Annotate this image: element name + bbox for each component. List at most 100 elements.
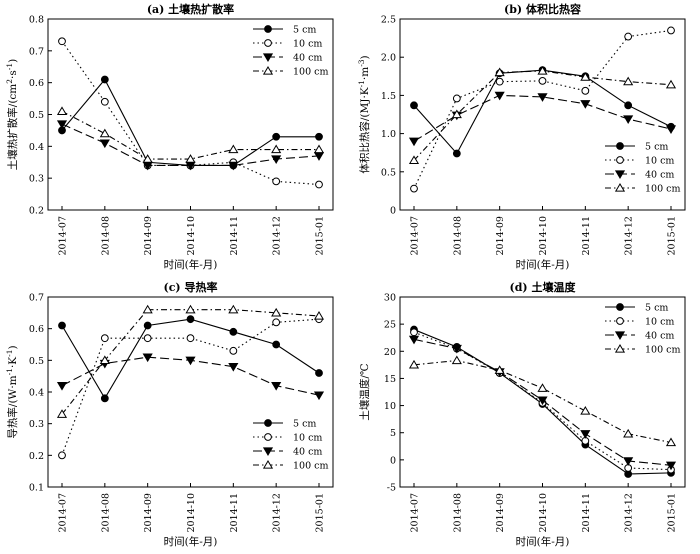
legend-label: 10 cm <box>293 39 322 50</box>
x-tick-label: 2014-10 <box>538 493 549 532</box>
x-tick-label: 2014-07 <box>410 216 421 255</box>
x-axis-label: 时间(年-月) <box>516 258 570 271</box>
x-tick-label: 2015-01 <box>667 493 678 532</box>
y-tick-label: 1.5 <box>381 91 396 102</box>
x-tick-label: 2014-07 <box>410 493 421 532</box>
series-40-cm <box>56 353 325 401</box>
data-point <box>142 304 153 314</box>
legend-label: 40 cm <box>645 331 674 342</box>
y-tick-label: 0.6 <box>29 78 44 89</box>
panel-title: (c) 导热率 <box>164 280 218 294</box>
data-point <box>100 334 109 343</box>
data-point <box>665 437 677 447</box>
data-point <box>272 177 281 186</box>
data-point <box>494 91 505 101</box>
data-point <box>408 137 420 147</box>
panel-title: (d) 土壤温度 <box>510 280 577 294</box>
x-tick-label: 2014-10 <box>538 216 549 255</box>
plot-frame <box>47 296 334 488</box>
legend-marker <box>262 460 274 469</box>
data-point <box>624 101 633 110</box>
panel-3: (c) 导热率 0.1 0.2 0.3 0.4 0.5 0.6 0.7 2014-07 2014-… <box>5 280 334 548</box>
x-tick-label: 2015-01 <box>315 216 326 255</box>
y-tick-label: 0.2 <box>29 206 44 217</box>
legend-label: 10 cm <box>645 156 674 167</box>
legend-label: 10 cm <box>645 317 674 328</box>
y-tick-label: 10 <box>384 401 396 412</box>
data-point <box>623 457 634 466</box>
data-point <box>495 77 504 86</box>
data-point <box>99 355 110 364</box>
data-point <box>452 94 461 103</box>
data-point <box>581 86 590 95</box>
data-point <box>99 128 110 138</box>
legend-label: 100 cm <box>293 461 328 472</box>
x-tick-label: 2014-10 <box>186 216 197 255</box>
y-tick-label: 15 <box>384 374 396 385</box>
series-5-cm <box>58 315 323 403</box>
legend-marker <box>262 53 274 62</box>
data-point <box>229 327 238 336</box>
data-point <box>410 184 418 193</box>
x-tick-label: 2015-01 <box>667 216 678 255</box>
data-point <box>228 161 239 171</box>
data-point <box>665 125 677 134</box>
data-point <box>451 109 462 119</box>
legend-marker <box>616 156 624 164</box>
data-point <box>315 180 323 189</box>
x-tick-label: 2014-10 <box>186 493 197 532</box>
y-tick-label: 0.5 <box>29 110 44 121</box>
legend: 5 cm 10 cm 40 cm 100 cm <box>253 25 328 78</box>
data-point <box>142 353 153 363</box>
x-tick-label: 2014-09 <box>143 216 154 255</box>
y-tick-label: -5 <box>387 483 396 494</box>
x-tick-label: 2014-08 <box>452 493 463 532</box>
series-100-cm <box>408 65 677 164</box>
x-tick-label: 2014-08 <box>100 493 111 532</box>
data-point <box>100 97 109 106</box>
data-point <box>142 154 153 163</box>
legend-marker <box>616 142 624 150</box>
x-axis-label: 时间(年-月) <box>164 258 218 271</box>
legend-marker <box>264 25 272 33</box>
x-tick-label: 2014-11 <box>581 216 592 255</box>
legend-marker <box>262 447 274 456</box>
series-10-cm <box>58 315 323 460</box>
legend-label: 40 cm <box>293 53 322 64</box>
data-point <box>494 67 505 77</box>
legend-label: 100 cm <box>645 184 680 195</box>
data-point <box>580 100 591 109</box>
data-point <box>100 394 109 403</box>
y-tick-label: 0.8 <box>29 15 44 26</box>
data-point <box>315 369 323 377</box>
data-point <box>313 144 325 154</box>
x-tick-label: 2014-11 <box>229 216 240 255</box>
data-point <box>624 32 633 41</box>
legend-marker <box>616 317 624 325</box>
data-point <box>665 79 677 89</box>
data-point <box>408 155 420 164</box>
data-point <box>451 355 462 365</box>
data-point <box>580 72 591 81</box>
legend-label: 5 cm <box>645 142 668 153</box>
y-tick-label: 0.4 <box>29 388 44 399</box>
legend-label: 40 cm <box>645 170 674 181</box>
data-point <box>143 334 152 343</box>
y-tick-label: 0.5 <box>381 167 396 178</box>
y-tick-label: 20 <box>384 347 396 358</box>
x-tick-label: 2014-09 <box>495 493 506 532</box>
data-point <box>56 382 68 391</box>
data-point <box>272 318 281 327</box>
data-point <box>410 328 418 337</box>
data-point <box>313 391 325 401</box>
series-40-cm <box>408 335 677 471</box>
plot-frame <box>399 296 686 488</box>
data-point <box>229 346 238 355</box>
data-point <box>665 461 677 471</box>
y-tick-label: 25 <box>384 320 396 331</box>
legend-label: 10 cm <box>293 433 322 444</box>
legend-label: 5 cm <box>293 419 316 430</box>
legend-marker <box>264 39 272 47</box>
data-point <box>315 132 323 141</box>
legend-marker <box>264 419 272 427</box>
